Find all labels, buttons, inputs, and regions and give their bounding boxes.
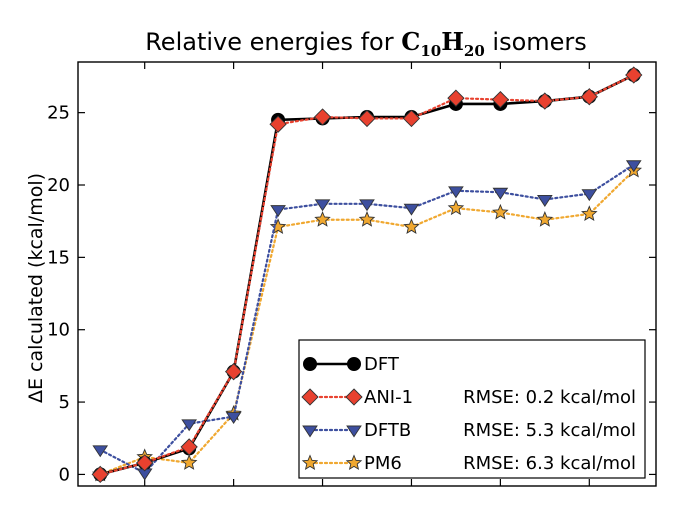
chart-title-formula-h-sub: 20 (464, 42, 485, 60)
data-point (313, 108, 332, 126)
data-point (314, 199, 331, 212)
data-point (625, 66, 643, 84)
legend-marker (302, 425, 318, 438)
data-point (180, 438, 198, 456)
legend-rmse: RMSE: 6.3 kcal/mol (463, 453, 636, 474)
chart-title-formula-h: H (441, 27, 464, 56)
data-point (269, 115, 287, 133)
data-point (492, 203, 509, 220)
legend-item: DFT (303, 354, 400, 375)
chart-title: Relative energies for C10H20 isomers (145, 27, 587, 60)
chart-title-prefix: Relative energies for (145, 28, 401, 56)
data-point (581, 205, 598, 221)
legend-series-name: ANI-1 (364, 387, 413, 408)
legend-series-name: DFTB (364, 420, 411, 441)
y-tick-label: 5 (59, 392, 70, 413)
data-point (92, 445, 109, 458)
y-tick-label: 20 (47, 175, 70, 196)
series-layer (91, 66, 643, 484)
legend-marker (301, 454, 319, 471)
chart-title-formula-c-sub: 10 (420, 42, 441, 60)
data-point (358, 211, 376, 227)
tick-marks: 0 5 10 15 20 25 (47, 62, 656, 486)
data-point (447, 199, 465, 216)
legend-marker (346, 425, 362, 438)
legend-item: ANI-1 RMSE: 0.2 kcal/mol (301, 387, 636, 408)
data-point (536, 211, 554, 227)
data-point (402, 109, 421, 128)
data-point (536, 92, 554, 110)
data-point (91, 465, 109, 484)
data-point (491, 90, 510, 109)
data-point (270, 205, 286, 218)
legend-marker (347, 357, 361, 371)
legend-marker (301, 388, 319, 406)
series-dftb (92, 160, 642, 481)
legend-series-name: PM6 (364, 453, 402, 474)
legend-marker (303, 357, 317, 371)
data-point (625, 160, 642, 173)
data-point (359, 199, 375, 212)
data-point (581, 189, 598, 202)
legend-marker (345, 388, 363, 406)
plot-frame (77, 61, 657, 487)
data-point (403, 203, 420, 216)
data-point (225, 412, 242, 425)
legend-marker (345, 454, 363, 471)
chart-title-suffix: isomers (485, 28, 587, 56)
data-point (403, 218, 420, 234)
legend-item: DFTB RMSE: 5.3 kcal/mol (302, 420, 636, 441)
data-point (180, 454, 198, 470)
y-tick-label: 10 (47, 320, 70, 341)
data-point (181, 419, 197, 432)
data-point (448, 186, 464, 199)
y-tick-label: 25 (47, 103, 70, 124)
y-axis-label: ΔE calculated (kcal/mol) (25, 173, 47, 403)
data-point (447, 89, 465, 107)
data-point (358, 109, 376, 128)
data-point (136, 454, 154, 472)
data-point (224, 363, 243, 381)
chart-title-formula-c: C (401, 27, 420, 56)
y-tick-label: 0 (59, 464, 70, 485)
legend: DFT ANI-1 RMSE: 0.2 kcal/mol DFTB RMSE: 5.3 … (298, 339, 646, 479)
series-ani-1 (91, 66, 643, 484)
y-tick-label: 15 (47, 247, 70, 268)
legend-series-name: DFT (364, 354, 400, 375)
legend-rmse: RMSE: 0.2 kcal/mol (463, 387, 636, 408)
legend-rmse: RMSE: 5.3 kcal/mol (463, 420, 636, 441)
data-point (314, 211, 331, 227)
data-point (580, 88, 598, 106)
data-point (537, 195, 553, 207)
data-point (492, 187, 509, 200)
legend-item: PM6 RMSE: 6.3 kcal/mol (301, 453, 636, 474)
